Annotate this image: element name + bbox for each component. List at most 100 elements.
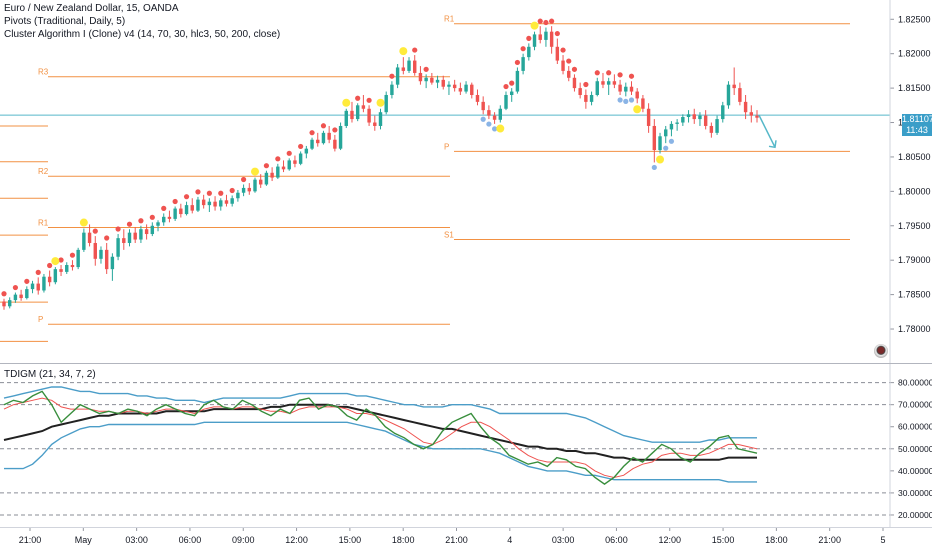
candle-up	[395, 67, 400, 85]
cluster-dot-blue	[617, 97, 623, 103]
candle-down	[373, 122, 377, 126]
cluster-dot-red	[628, 73, 635, 79]
cluster-legend[interactable]: Cluster Algorithm I (Clone) v4 (14, 70, …	[4, 29, 281, 40]
candle-down	[441, 79, 445, 87]
candle-up	[664, 129, 668, 137]
osc-series-rsi	[3, 390, 758, 485]
time-tick-label: 15:00	[712, 535, 735, 545]
candle-up	[658, 136, 662, 151]
cluster-dot-red	[69, 252, 76, 258]
cluster-dot-red	[566, 58, 572, 64]
candle-up	[219, 200, 223, 207]
cluster-dot-red	[24, 278, 30, 284]
candle-up	[196, 199, 200, 211]
price-tick-label: 1.81500	[898, 83, 931, 93]
cluster-dot-blue	[486, 121, 492, 127]
candle-up	[42, 276, 46, 291]
candle-up	[298, 153, 303, 164]
cluster-dot-blue	[651, 164, 657, 171]
candle-down	[703, 115, 708, 126]
candle-up	[241, 187, 246, 193]
candle-down	[755, 115, 759, 118]
cluster-dot-red	[58, 257, 64, 263]
osc-series-upper-band	[3, 386, 757, 443]
time-tick-label: 12:00	[658, 535, 681, 545]
cluster-dot-red	[309, 130, 315, 136]
candle-down	[258, 179, 263, 185]
cluster-dot-red	[206, 190, 212, 196]
price-tick-label: 1.80500	[898, 152, 931, 162]
cluster-dot-red	[218, 190, 224, 196]
cluster-dot-red	[320, 123, 327, 129]
pivots-legend[interactable]: Pivots (Traditional, Daily, 5)	[4, 16, 126, 27]
cluster-dot-red	[35, 269, 41, 275]
candle-up	[544, 31, 548, 40]
cluster-dot-yellow	[376, 98, 385, 107]
candle-down	[578, 88, 582, 95]
osc-tick-label: 60.000000	[898, 422, 932, 432]
candle-up	[304, 148, 309, 154]
time-tick-label: 21:00	[445, 535, 468, 545]
candle-down	[70, 265, 75, 268]
cluster-dot-red	[389, 73, 395, 79]
candle-down	[224, 200, 229, 204]
cluster-dot-red	[195, 189, 201, 195]
candle-up	[424, 77, 428, 82]
cluster-dot-red	[104, 235, 110, 241]
cluster-dot-red	[161, 205, 167, 211]
price-tick-label: 1.82000	[898, 49, 931, 59]
candle-up	[184, 205, 189, 215]
time-tick-label: 5	[880, 535, 885, 545]
time-tick-label: 18:00	[765, 535, 788, 545]
candle-down	[247, 187, 252, 192]
price-tick-label: 1.79500	[898, 221, 931, 231]
candle-up	[321, 132, 326, 144]
symbol-legend[interactable]: Euro / New Zealand Dollar, 15, OANDA	[4, 3, 179, 14]
pivot-label-r3: R3	[38, 68, 49, 77]
cluster-dot-red	[355, 95, 361, 101]
candle-up	[65, 265, 69, 272]
settings-gear-icon[interactable]	[874, 344, 888, 358]
cluster-dot-blue	[628, 97, 635, 103]
candle-up	[606, 81, 611, 85]
cluster-dot-yellow	[79, 218, 88, 227]
time-tick-label: 4	[507, 535, 512, 545]
candle-down	[122, 238, 126, 243]
candle-down	[104, 249, 109, 270]
candle-down	[190, 205, 194, 211]
time-tick-label: 03:00	[125, 535, 148, 545]
candle-down	[59, 269, 63, 272]
candle-down	[561, 60, 565, 71]
candle-down	[270, 172, 274, 178]
candle-up	[355, 105, 360, 120]
cluster-dot-red	[560, 47, 566, 53]
candle-down	[458, 88, 463, 92]
time-tick-label: 15:00	[339, 535, 362, 545]
candle-up	[527, 46, 531, 58]
candle-down	[47, 276, 52, 283]
cluster-dot-red	[503, 83, 509, 90]
cluster-dot-blue	[491, 126, 498, 132]
candle-down	[93, 242, 97, 259]
candle-down	[133, 232, 137, 240]
candle-up	[310, 139, 314, 149]
cluster-dot-yellow	[530, 21, 539, 30]
cluster-dot-red	[183, 194, 190, 200]
candles	[2, 26, 759, 310]
candle-down	[333, 139, 337, 149]
cluster-dot-red	[126, 221, 133, 227]
oscillator-legend[interactable]: TDIGM (21, 34, 7, 2)	[4, 369, 96, 380]
cluster-dot-red	[366, 97, 372, 103]
cluster-dot-blue	[663, 145, 669, 151]
cluster-dot-red	[554, 30, 560, 37]
cluster-dot-red	[332, 127, 338, 133]
candle-down	[167, 216, 172, 219]
cluster-dot-red	[520, 46, 526, 52]
candle-up	[13, 294, 18, 301]
cluster-dot-yellow	[51, 257, 60, 266]
cluster-dot-red	[172, 198, 178, 205]
candle-up	[407, 60, 411, 71]
cluster-dot-yellow	[633, 105, 642, 114]
candle-down	[316, 139, 320, 144]
